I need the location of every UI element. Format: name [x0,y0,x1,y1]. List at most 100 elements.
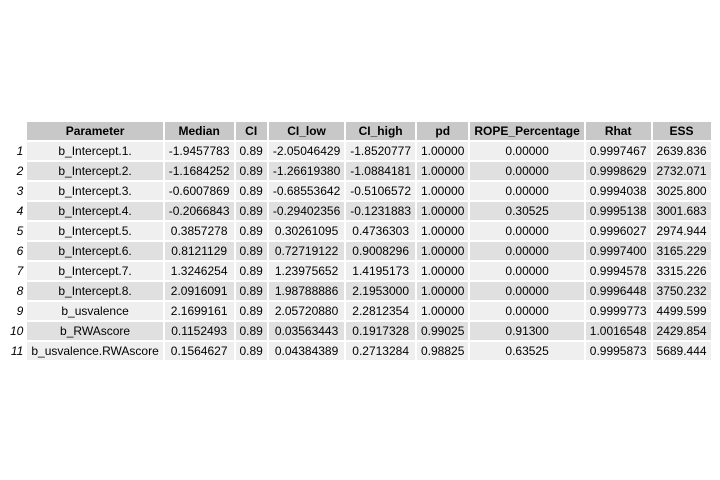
cell-rhat: 0.9999773 [585,302,651,320]
cell-pd: 1.00000 [417,262,469,280]
table-row: 10 b_RWAscore 0.1152493 0.89 0.03563443 0.191… [6,322,711,340]
cell-pd: 1.00000 [417,162,469,180]
cell-ci: 0.89 [235,302,267,320]
cell-median: -0.6007869 [164,182,234,200]
cell-median: 0.1564627 [164,342,234,360]
cell-ci-high: 1.4195173 [346,262,415,280]
cell-median: 1.3246254 [164,262,234,280]
cell-ci: 0.89 [235,342,267,360]
cell-pd: 1.00000 [417,222,469,240]
cell-rhat: 0.9996027 [585,222,651,240]
row-number: 6 [16,244,24,258]
cell-median: 2.0916091 [164,282,234,300]
cell-parameter: b_usvalence.RWAscore [27,342,163,360]
cell-median: -1.9457783 [164,142,234,160]
cell-rhat: 0.9995138 [585,202,651,220]
cell-ci-low: 0.03563443 [268,322,345,340]
cell-rope-percentage: 0.00000 [470,282,584,300]
cell-pd: 1.00000 [417,142,469,160]
cell-ci-high: -0.5106572 [346,182,415,200]
cell-pd: 1.00000 [417,182,469,200]
cell-rhat: 0.9995873 [585,342,651,360]
row-number: 8 [16,284,24,298]
cell-rhat: 0.9997467 [585,142,651,160]
table-row: 7 b_Intercept.7. 1.3246254 0.89 1.23975652 1.… [6,262,711,280]
cell-rope-percentage: 0.00000 [470,162,584,180]
cell-ess: 4499.599 [652,302,711,320]
cell-ci-high: 0.9008296 [346,242,415,260]
cell-parameter: b_Intercept.7. [27,262,163,280]
cell-parameter: b_RWAscore [27,322,163,340]
results-table-container: Parameter Median CI CI_low CI_high pd ROPE_Per… [4,120,713,362]
cell-ci-high: 0.1917328 [346,322,415,340]
cell-ci-low: 0.30261095 [268,222,345,240]
cell-rhat: 0.9996448 [585,282,651,300]
row-number: 5 [16,224,24,238]
row-number: 9 [16,304,24,318]
table-row: 11 b_usvalence.RWAscore 0.1564627 0.89 0.043… [6,342,711,360]
row-number: 11 [10,344,24,358]
cell-median: 0.3857278 [164,222,234,240]
cell-ci-high: 2.1953000 [346,282,415,300]
table-row: 8 b_Intercept.8. 2.0916091 0.89 1.98788886 2.… [6,282,711,300]
cell-ess: 2639.836 [652,142,711,160]
cell-ess: 3025.800 [652,182,711,200]
row-number-header [6,122,25,140]
column-header-ci-low: CI_low [268,122,345,140]
row-number: 7 [16,264,24,278]
cell-median: -0.2066843 [164,202,234,220]
cell-ess: 3165.229 [652,242,711,260]
cell-ci-low: 0.04384389 [268,342,345,360]
cell-median: 0.8121129 [164,242,234,260]
cell-ci-high: 0.2713284 [346,342,415,360]
cell-ci-high: -0.1231883 [346,202,415,220]
column-header-pd: pd [417,122,469,140]
cell-parameter: b_usvalence [27,302,163,320]
cell-ci: 0.89 [235,242,267,260]
cell-pd: 0.99025 [417,322,469,340]
cell-rhat: 0.9997400 [585,242,651,260]
cell-ci: 0.89 [235,282,267,300]
table-row: 4 b_Intercept.4. -0.2066843 0.89 -0.29402356… [6,202,711,220]
cell-parameter: b_Intercept.1. [27,142,163,160]
column-header-ci: CI [235,122,267,140]
cell-parameter: b_Intercept.8. [27,282,163,300]
cell-rhat: 0.9994038 [585,182,651,200]
cell-ci-high: 2.2812354 [346,302,415,320]
row-number: 3 [16,184,24,198]
table-row: 2 b_Intercept.2. -1.1684252 0.89 -1.26619380… [6,162,711,180]
cell-ci: 0.89 [235,322,267,340]
cell-ci: 0.89 [235,162,267,180]
cell-rope-percentage: 0.00000 [470,242,584,260]
cell-median: -1.1684252 [164,162,234,180]
cell-rope-percentage: 0.00000 [470,302,584,320]
cell-rope-percentage: 0.00000 [470,182,584,200]
table-row: 9 b_usvalence 2.1699161 0.89 2.05720880 2.281… [6,302,711,320]
table-row: 5 b_Intercept.5. 0.3857278 0.89 0.30261095 0.… [6,222,711,240]
cell-ci-low: -1.26619380 [268,162,345,180]
cell-rhat: 1.0016548 [585,322,651,340]
cell-pd: 0.98825 [417,342,469,360]
cell-parameter: b_Intercept.5. [27,222,163,240]
cell-rhat: 0.9994578 [585,262,651,280]
cell-pd: 1.00000 [417,202,469,220]
column-header-parameter: Parameter [27,122,163,140]
cell-pd: 1.00000 [417,242,469,260]
cell-ci-high: -1.8520777 [346,142,415,160]
cell-ci-low: 0.72719122 [268,242,345,260]
cell-ess: 5689.444 [652,342,711,360]
cell-ci-high: -1.0884181 [346,162,415,180]
table-body: 1 b_Intercept.1. -1.9457783 0.89 -2.05046429… [6,142,711,360]
table-header-row: Parameter Median CI CI_low CI_high pd ROPE_Per… [6,122,711,140]
cell-ci: 0.89 [235,182,267,200]
cell-ci: 0.89 [235,222,267,240]
row-number: 1 [16,144,24,158]
table-row: 1 b_Intercept.1. -1.9457783 0.89 -2.05046429… [6,142,711,160]
cell-ci-low: -2.05046429 [268,142,345,160]
cell-ci-low: -0.29402356 [268,202,345,220]
column-header-rhat: Rhat [585,122,651,140]
cell-rope-percentage: 0.00000 [470,142,584,160]
cell-pd: 1.00000 [417,302,469,320]
cell-ci: 0.89 [235,202,267,220]
cell-median: 0.1152493 [164,322,234,340]
